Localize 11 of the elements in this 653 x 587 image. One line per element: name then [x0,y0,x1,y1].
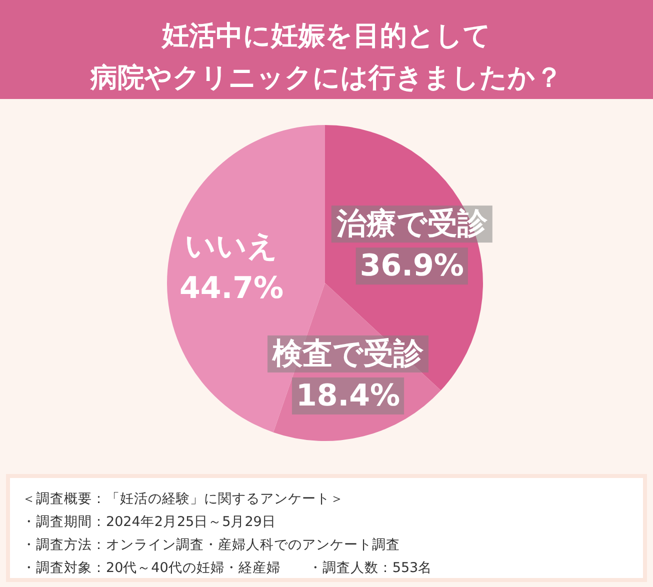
slice-label: いいえ [185,228,278,264]
data-label: 44.7% [179,270,284,306]
note: ・調査対象：20代～40代の妊婦・経産婦 ・調査人数：553名 [22,560,432,576]
slice-label: 検査で受診 [268,335,428,372]
chart-title: 妊活中に妊娠を目的として [162,20,491,52]
data-label: 18.4% [292,377,404,414]
data-label: 36.9% [356,248,468,285]
note: ＜調査概要：「妊活の経験」に関するアンケート＞ [22,491,344,507]
chart-subtitle: 病院やクリニックには行きましたか？ [90,62,562,94]
note: ・調査期間：2024年2月25日～5月29日 [22,514,276,530]
note: ・調査方法：オンライン調査・産婦人科でのアンケート調査 [22,537,400,553]
